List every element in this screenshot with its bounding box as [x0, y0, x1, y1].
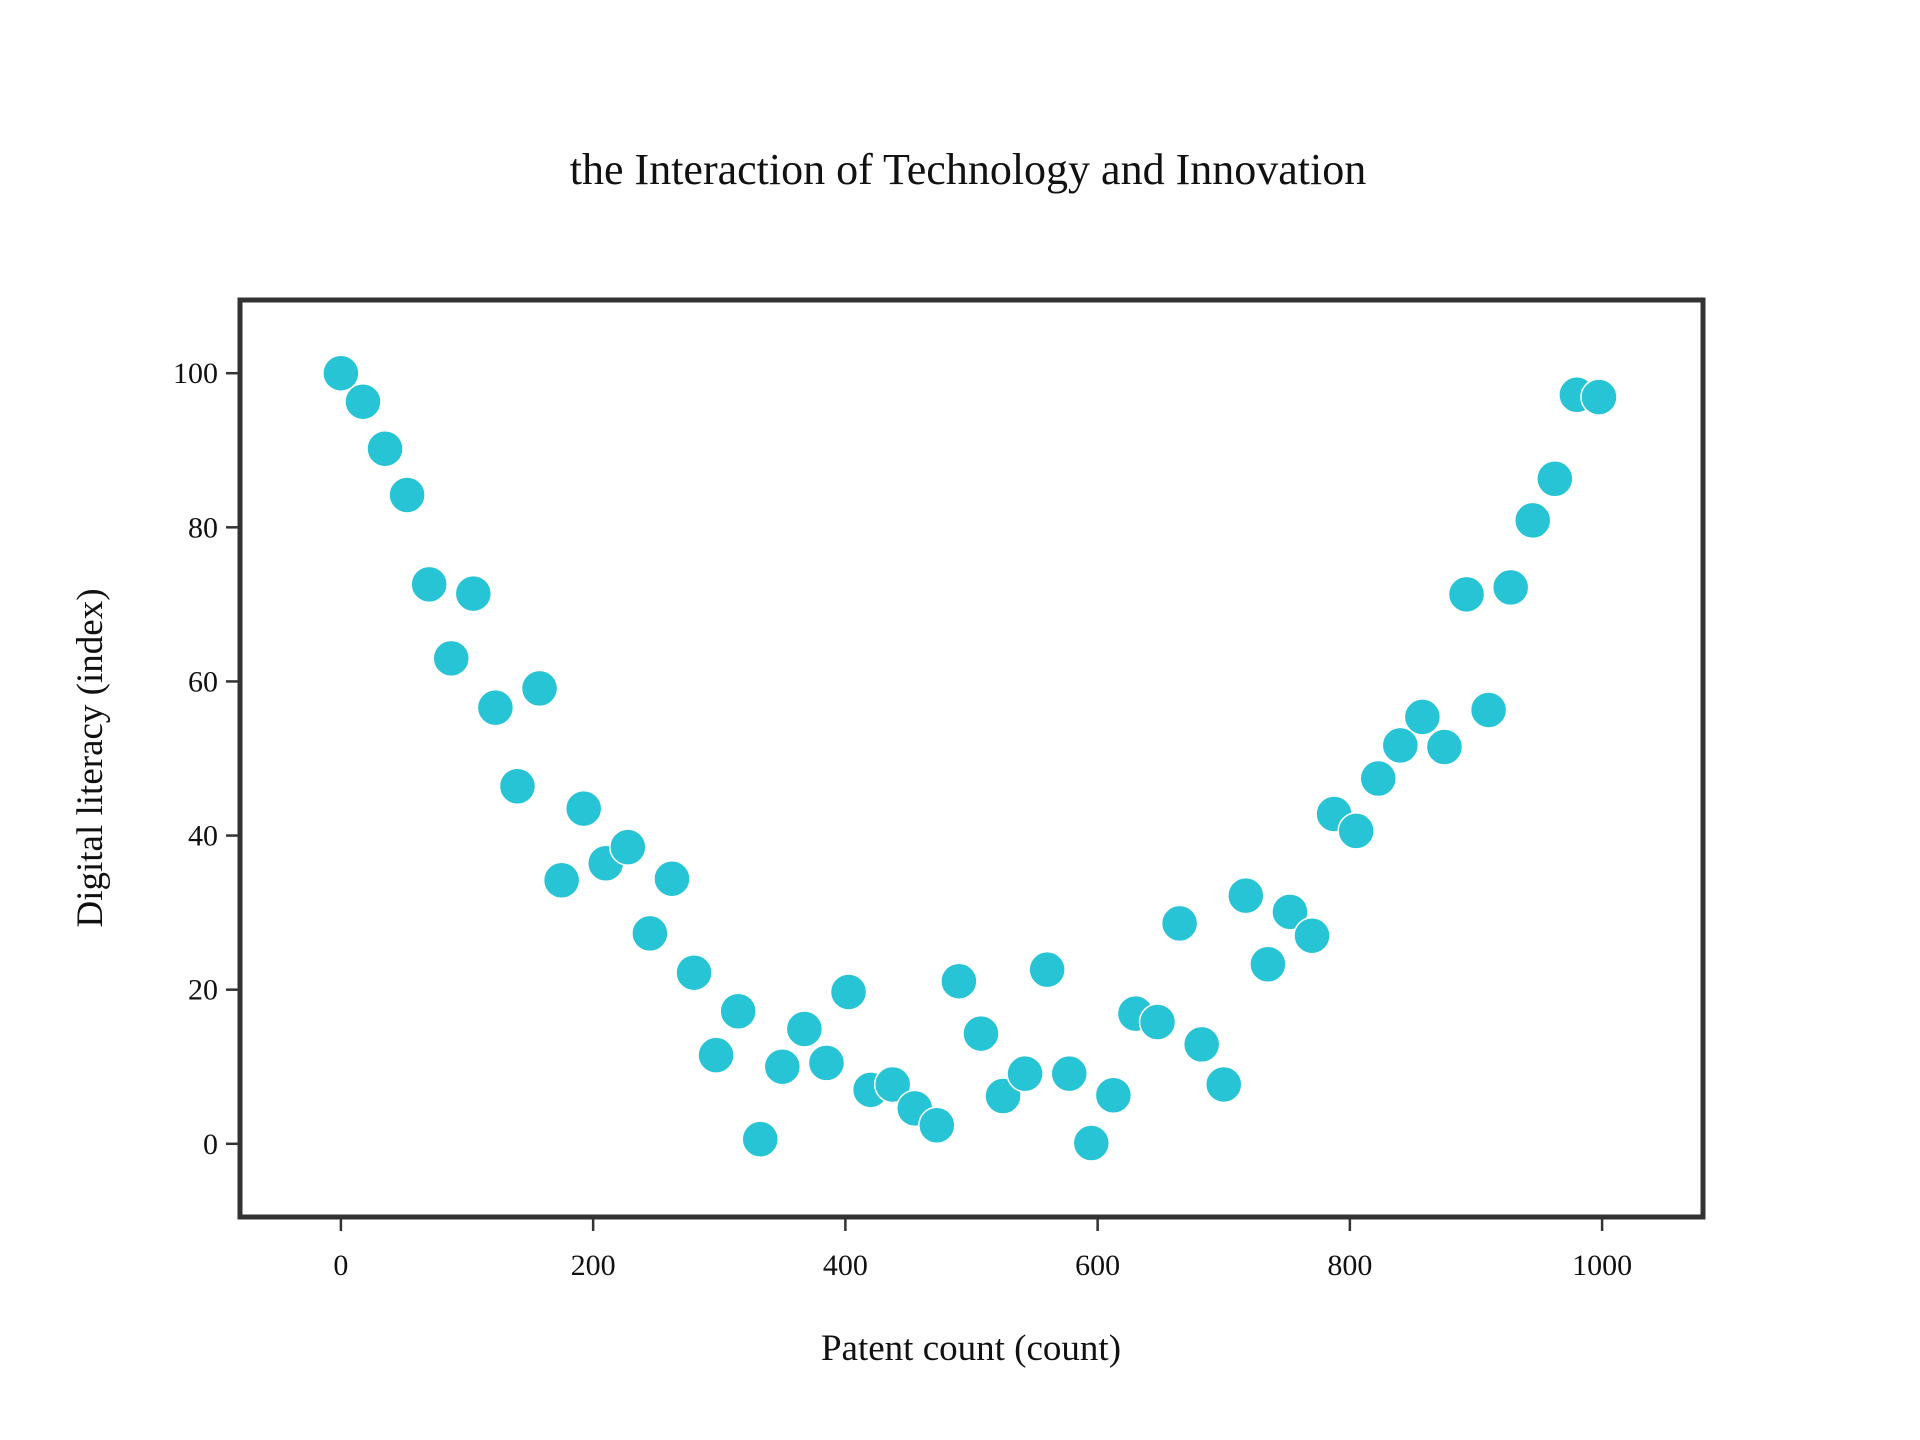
x-tick-label: 400 — [823, 1249, 868, 1282]
data-point — [1403, 698, 1442, 736]
data-point — [322, 354, 360, 392]
y-axis-label: Digital literacy (index) — [70, 588, 111, 927]
data-point — [1580, 378, 1618, 416]
y-tick-label: 80 — [188, 511, 218, 544]
data-point — [1381, 726, 1420, 765]
y-tick-label: 100 — [173, 357, 218, 390]
data-point — [940, 962, 978, 1000]
data-point — [675, 953, 713, 992]
data-point — [697, 1036, 735, 1074]
data-point — [1072, 1124, 1111, 1162]
x-axis-label: Patent count (count) — [821, 1328, 1121, 1369]
data-point — [1182, 1025, 1221, 1064]
data-point — [1249, 945, 1287, 983]
data-point — [962, 1014, 1000, 1053]
data-point — [918, 1106, 956, 1145]
data-point — [476, 688, 515, 727]
x-tick-label: 0 — [333, 1249, 348, 1282]
y-tick-label: 20 — [188, 974, 218, 1007]
data-point — [1204, 1065, 1243, 1104]
data-point — [542, 861, 581, 900]
data-point — [498, 767, 537, 805]
data-point — [1491, 568, 1530, 607]
data-point — [366, 429, 404, 468]
x-tick-label: 600 — [1075, 1249, 1120, 1282]
x-tick-label: 200 — [571, 1249, 616, 1282]
data-points — [322, 354, 1618, 1162]
x-tick-label: 800 — [1327, 1249, 1372, 1282]
y-tick-label: 60 — [188, 665, 218, 698]
data-point — [410, 565, 448, 604]
data-point — [1138, 1003, 1177, 1041]
data-point — [520, 669, 559, 708]
y-axis: 0 20 40 60 80 100 — [173, 357, 240, 1161]
data-point — [741, 1120, 779, 1158]
data-point — [1337, 812, 1375, 850]
y-tick-label: 0 — [203, 1128, 218, 1161]
y-tick-label: 40 — [188, 820, 218, 853]
data-point — [653, 859, 691, 898]
data-point — [873, 1065, 912, 1104]
data-point — [829, 973, 868, 1011]
data-point — [1447, 575, 1486, 614]
chart-title: the Interaction of Technology and Innova… — [570, 145, 1366, 194]
data-point — [1359, 759, 1397, 798]
x-axis: 0 200 400 600 800 1000 — [333, 1217, 1632, 1282]
data-point — [785, 1010, 824, 1048]
plot-frame — [237, 297, 1706, 1220]
data-point — [1094, 1076, 1133, 1114]
data-point — [1513, 501, 1552, 540]
data-point — [631, 914, 669, 953]
x-tick-label: 1000 — [1572, 1249, 1632, 1282]
data-point — [1425, 728, 1464, 766]
data-point — [719, 992, 757, 1031]
data-point — [609, 828, 647, 866]
data-point — [432, 639, 471, 678]
data-point — [807, 1044, 846, 1082]
data-point — [1028, 950, 1066, 989]
data-point — [344, 382, 382, 421]
data-point — [1293, 916, 1331, 955]
data-point — [388, 476, 426, 514]
data-point — [454, 574, 493, 613]
data-point — [1050, 1054, 1088, 1093]
data-point — [1160, 904, 1199, 943]
data-point — [1006, 1054, 1044, 1093]
data-point — [1227, 876, 1265, 915]
data-point — [1271, 893, 1309, 931]
data-point — [1536, 460, 1574, 498]
data-point — [763, 1047, 802, 1086]
data-point — [564, 789, 603, 828]
data-point — [1469, 691, 1508, 729]
